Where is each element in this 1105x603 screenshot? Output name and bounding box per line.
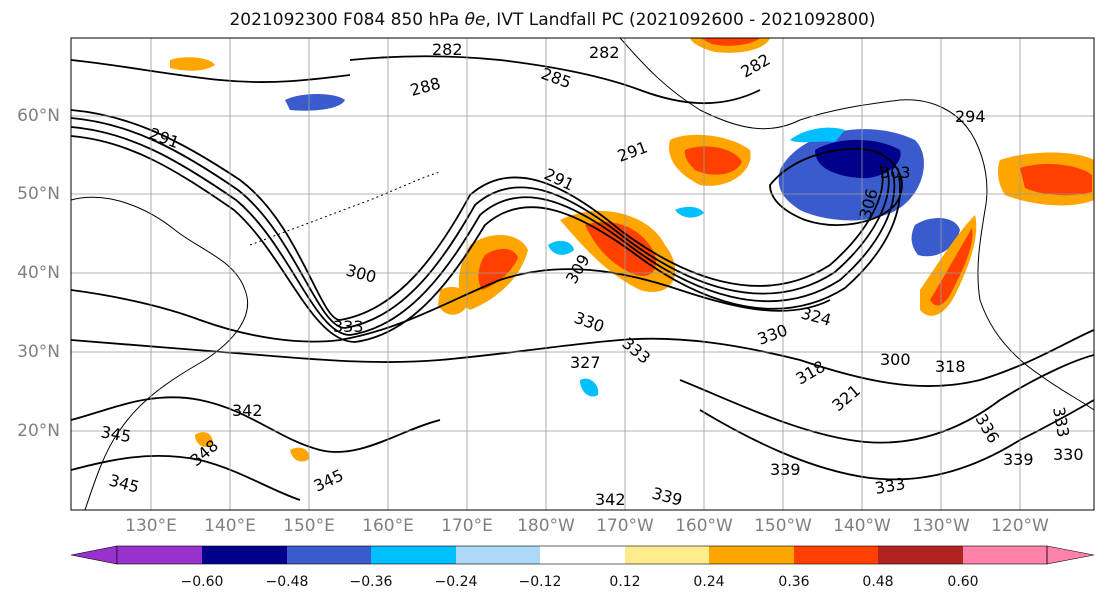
colorbar-tick-label: 0.48 [862, 574, 894, 590]
colorbar-segment [709, 546, 794, 564]
contour-tropics-1 [71, 396, 441, 453]
coastline-asia [71, 196, 249, 510]
contour-tropics-2 [71, 455, 301, 501]
lon-label-160e: 160°E [362, 516, 414, 536]
lon-label-140e: 140°E [204, 516, 256, 536]
lon-label-160w: 160°W [675, 516, 733, 536]
contour-label: 339 [770, 460, 801, 479]
colorbar-tick-label: 0.36 [778, 574, 810, 590]
contour-jet-5 [71, 268, 831, 343]
contour-label: 330 [1053, 445, 1084, 464]
lat-label-30n: 30°N [17, 342, 60, 362]
colorbar-segment [117, 546, 202, 564]
contour-alaska-loop [769, 148, 903, 226]
colorbar-tick-label: 0.60 [947, 574, 979, 590]
contour-north-1 [349, 55, 761, 105]
lon-label-170w: 170°W [596, 516, 654, 536]
lon-label-150e: 150°E [283, 516, 335, 536]
colorbar-tick-label: −0.36 [349, 574, 393, 590]
lon-label-120w: 120°W [991, 516, 1049, 536]
cyan-blob-alaska-edge [790, 127, 845, 143]
orange-blob-siberia [170, 57, 215, 71]
lat-label-40n: 40°N [17, 263, 60, 283]
lon-label-170e: 170°E [441, 516, 493, 536]
orange-blob-tropics [195, 432, 213, 447]
colorbar-tick-label: −0.60 [180, 574, 224, 590]
lon-label-180w: 180°W [517, 516, 575, 536]
title-prefix: 2021092300 F084 850 hPa [229, 10, 465, 30]
theta-e-contours [71, 55, 1094, 501]
red-blob-alaska-south [684, 146, 742, 175]
contour-jet-2 [71, 117, 890, 329]
contour-south-3 [699, 399, 1094, 481]
red-band-dateline [478, 248, 518, 290]
contour-jet-1 [71, 109, 884, 321]
contour-north-2 [71, 59, 351, 83]
contour-label: 339 [1003, 450, 1034, 469]
colorbar-segment [540, 546, 625, 564]
lon-label-150w: 150°W [754, 516, 812, 536]
lat-label-50n: 50°N [17, 184, 60, 204]
title-suffix: , IVT Landfall PC (2021092600 - 20210928… [485, 10, 876, 30]
contour-label: 303 [880, 163, 911, 182]
orange-blob-tropics-2 [290, 447, 309, 462]
cyan-blob-aleutian [548, 240, 574, 255]
coastline-alaska [619, 38, 988, 211]
contour-label: 300 [880, 350, 911, 369]
coastline-north-america [977, 209, 1094, 411]
colorbar-segment [878, 546, 963, 564]
colorbar-segment [963, 546, 1047, 564]
colorbar-tick-label: −0.24 [434, 574, 478, 590]
lat-label-60n: 60°N [17, 106, 60, 126]
colorbar-segment [287, 546, 371, 564]
lat-label-20n: 20°N [17, 421, 60, 441]
colorbar-tick-label: −0.48 [265, 574, 309, 590]
colorbar-frame [116, 545, 1048, 565]
blue-blob-kamchatka [285, 94, 345, 111]
contour-jet-3 [71, 126, 896, 336]
colorbar-segment [371, 546, 456, 564]
colorbar-tick-label: 0.24 [693, 574, 725, 590]
blue-blob-offshore [911, 218, 960, 257]
cyan-blob-pacific [675, 206, 704, 218]
contour-label: 342 [595, 490, 626, 509]
graticule [71, 38, 1094, 510]
red-band-central-pacific [585, 221, 656, 276]
title-symbol: θe [464, 10, 486, 30]
contour-south-2 [679, 354, 1094, 444]
colorbar-tick-label: 0.12 [609, 574, 641, 590]
lon-label-130e: 130°E [125, 516, 177, 536]
coastlines [71, 38, 1094, 510]
colorbar-segment [456, 546, 540, 564]
colorbar-under-arrow [70, 545, 118, 565]
contour-label: 342 [232, 401, 263, 420]
contour-label: 282 [589, 43, 620, 62]
colorbar [70, 545, 1095, 565]
orange-band-west-coast [920, 215, 977, 316]
contour-label: 333 [333, 317, 364, 336]
cyan-blob-east [580, 378, 599, 397]
contour-label: 282 [432, 40, 463, 59]
contour-jet-4 [71, 135, 901, 343]
map-title: 2021092300 F084 850 hPa θe, IVT Landfall… [0, 10, 1105, 30]
red-blob-arctic-top [700, 38, 760, 46]
contour-label: 318 [935, 357, 966, 376]
lon-label-130w: 130°W [912, 516, 970, 536]
red-blob-canada [1020, 164, 1092, 196]
colorbar-tick-label: −0.12 [518, 574, 562, 590]
contour-label: 294 [955, 107, 986, 126]
map-frame [70, 37, 1095, 511]
aleutian-chain [249, 171, 441, 246]
contour-south-1 [71, 329, 1094, 387]
colorbar-segment [625, 546, 709, 564]
colorbar-over-arrow [1046, 545, 1095, 565]
colorbar-segment [794, 546, 878, 564]
contour-label: 327 [570, 353, 601, 372]
lon-label-140w: 140°W [833, 516, 891, 536]
colorbar-segment [202, 546, 287, 564]
